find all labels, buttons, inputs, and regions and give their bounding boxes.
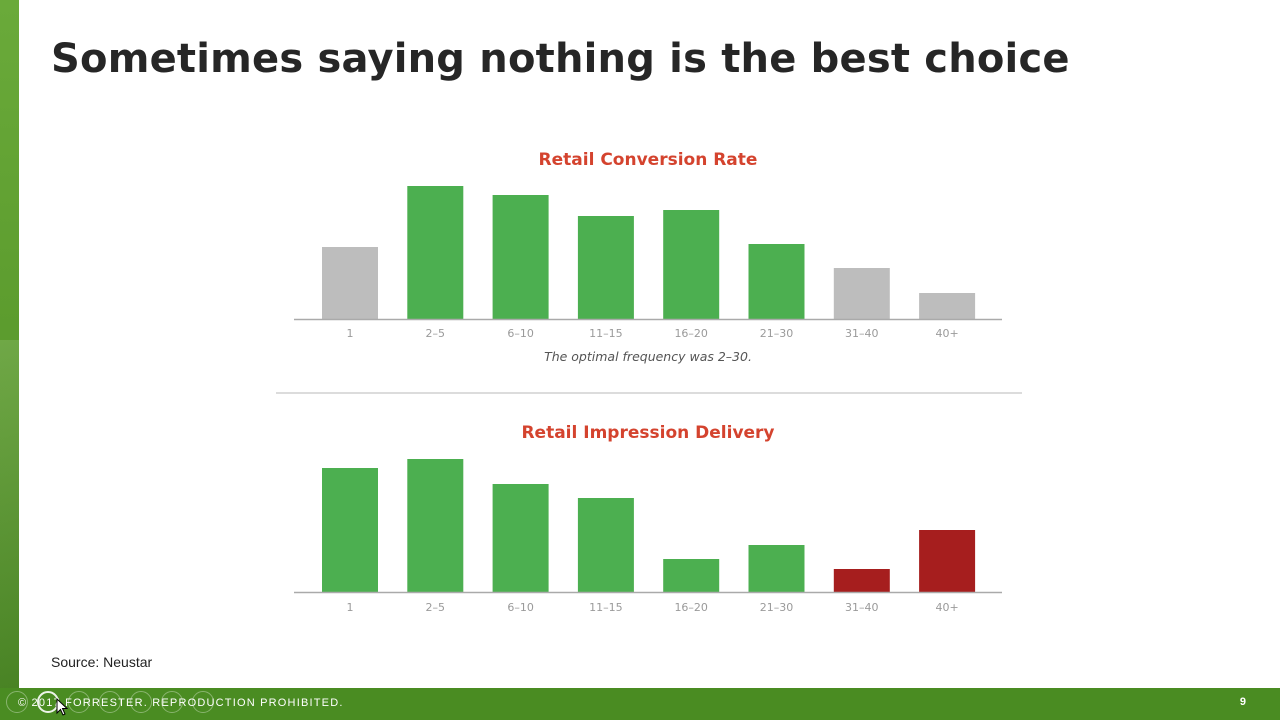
conversion-tick-label-2: 2–5 — [426, 327, 446, 340]
impression-tick-label-5: 16–20 — [674, 601, 708, 614]
impression-tick-label-6: 21–30 — [760, 601, 794, 614]
conversion-annotation: The optimal frequency was 2–30. — [544, 349, 752, 364]
impression-bar-6 — [748, 545, 805, 592]
conversion-tick-label-3: 6–10 — [507, 327, 534, 340]
impression-bar-7 — [833, 569, 890, 592]
impression-tick-label-4: 11–15 — [589, 601, 623, 614]
impression-bar-4 — [577, 498, 634, 592]
impression-bar-2 — [407, 459, 464, 592]
impression-chart-title: Retail Impression Delivery — [521, 423, 774, 443]
conversion-tick-label-4: 11–15 — [589, 327, 623, 340]
impression-tick-label-1: 1 — [347, 601, 354, 614]
impression-bar-5 — [663, 559, 720, 592]
impression-bar-8 — [919, 530, 976, 592]
left-stripe-shade — [0, 340, 19, 688]
footer-bar: © 2017 FORRESTER. REPRODUCTION PROHIBITE… — [0, 688, 1280, 720]
slide-title: Sometimes saying nothing is the best cho… — [51, 36, 1070, 82]
page-number: 9 — [1239, 696, 1246, 708]
impression-tick-label-2: 2–5 — [426, 601, 446, 614]
options-control-icon[interactable] — [161, 691, 183, 713]
impression-tick-label-7: 31–40 — [845, 601, 879, 614]
impression-tick-label-8: 40+ — [935, 601, 958, 614]
conversion-bar-8 — [919, 293, 976, 319]
conversion-bar-7 — [833, 268, 890, 319]
conversion-bar-2 — [407, 186, 464, 319]
conversion-bar-3 — [492, 195, 549, 319]
previous-control-icon[interactable] — [6, 691, 28, 713]
zoom-control-icon[interactable] — [130, 691, 152, 713]
conversion-bar-1 — [322, 247, 378, 319]
impression-bar-3 — [492, 484, 549, 592]
conversion-bar-4 — [577, 216, 634, 319]
impression-bar-1 — [322, 468, 378, 592]
conversion-tick-label-8: 40+ — [935, 327, 958, 340]
conversion-tick-label-6: 21–30 — [760, 327, 794, 340]
next-control-icon[interactable] — [192, 691, 214, 713]
slides-control-icon[interactable] — [99, 691, 121, 713]
charts-canvas: Retail Conversion Rate 1 2–5 6–10 11–15 16–20… — [276, 150, 1022, 614]
pen-control-icon[interactable] — [68, 691, 90, 713]
conversion-bar-5 — [663, 210, 720, 319]
mouse-cursor-icon — [56, 698, 68, 716]
source-note: Source: Neustar — [51, 654, 153, 670]
conversion-tick-label-5: 16–20 — [674, 327, 708, 340]
impression-tick-label-3: 6–10 — [507, 601, 534, 614]
player-controls — [6, 691, 214, 717]
conversion-bar-6 — [748, 244, 805, 319]
conversion-tick-label-7: 31–40 — [845, 327, 879, 340]
left-accent-stripe — [0, 0, 19, 688]
conversion-tick-label-1: 1 — [347, 327, 354, 340]
conversion-chart-title: Retail Conversion Rate — [539, 150, 758, 170]
